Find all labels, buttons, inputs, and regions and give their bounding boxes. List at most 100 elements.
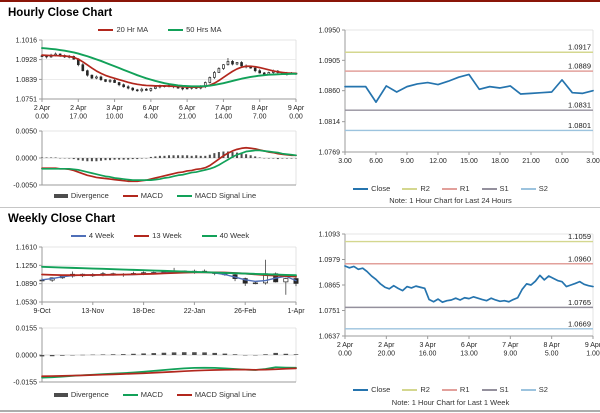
section-divider bbox=[0, 207, 600, 208]
legend-item-s1: S1 bbox=[481, 184, 509, 193]
svg-text:1.1059: 1.1059 bbox=[568, 232, 591, 241]
svg-text:2 Apr: 2 Apr bbox=[70, 105, 87, 112]
legend-label-divergence: Divergence bbox=[70, 390, 109, 399]
svg-text:0.0155: 0.0155 bbox=[16, 326, 38, 333]
svg-text:16.00: 16.00 bbox=[419, 351, 437, 358]
svg-text:1.0890: 1.0890 bbox=[16, 281, 38, 288]
s2-line-swatch bbox=[520, 187, 536, 190]
legend-label-r2: R2 bbox=[420, 385, 430, 394]
legend-item-close: Close bbox=[353, 385, 390, 394]
legend-item-s2: S2 bbox=[520, 385, 548, 394]
weekly-pivot-note: Note: 1 Hour Chart for Last 1 Week bbox=[391, 398, 510, 407]
legend-label-r1: R1 bbox=[459, 184, 470, 193]
legend-item-s2: S2 bbox=[520, 184, 548, 193]
svg-text:9-Oct: 9-Oct bbox=[33, 308, 50, 315]
legend-label-close: Close bbox=[371, 385, 391, 394]
legend-label-close: Close bbox=[371, 184, 391, 193]
legend-item-r2: R2 bbox=[402, 184, 430, 193]
svg-text:2 Apr: 2 Apr bbox=[378, 342, 395, 349]
svg-text:1.0765: 1.0765 bbox=[568, 298, 591, 307]
svg-text:22-Jan: 22-Jan bbox=[184, 308, 206, 315]
r2-line-swatch bbox=[402, 187, 418, 190]
svg-text:1.0637: 1.0637 bbox=[319, 334, 341, 341]
svg-text:6 Apr: 6 Apr bbox=[461, 342, 478, 349]
legend-label-s2: S2 bbox=[538, 385, 548, 394]
legend-label-macd: MACD bbox=[140, 191, 163, 200]
weekly-macd-legend: Divergence MACD MACD Signal Line bbox=[10, 390, 300, 399]
legend-item-13-week: 13 Week bbox=[134, 231, 182, 240]
legend-item-r1: R1 bbox=[441, 184, 470, 193]
svg-text:18.00: 18.00 bbox=[491, 158, 509, 165]
divergence-bar-swatch bbox=[53, 193, 68, 198]
hourly-pivot-note: Note: 1 Hour Chart for Last 24 Hours bbox=[389, 196, 512, 205]
svg-text:1.0669: 1.0669 bbox=[568, 319, 591, 328]
legend-label-s2: S2 bbox=[538, 184, 548, 193]
close-line-swatch bbox=[353, 388, 369, 391]
svg-text:7 Apr: 7 Apr bbox=[502, 342, 519, 349]
macd-line-swatch bbox=[122, 393, 138, 396]
svg-text:0.00: 0.00 bbox=[555, 158, 569, 165]
svg-text:0.0050: 0.0050 bbox=[16, 129, 38, 136]
weekly-pivot-legend: Close R2 R1 S1 S2 bbox=[303, 385, 598, 394]
legend-label-divergence: Divergence bbox=[70, 191, 109, 200]
s2-line-swatch bbox=[520, 388, 536, 391]
svg-text:9.00: 9.00 bbox=[400, 158, 414, 165]
legend-item-40-week: 40 Week bbox=[201, 231, 249, 240]
macd-signal-line-swatch bbox=[176, 393, 192, 396]
svg-text:1.0950: 1.0950 bbox=[319, 28, 341, 35]
svg-text:1.1016: 1.1016 bbox=[16, 38, 38, 45]
hourly-macd-chart: 0.0050 0.0000 -0.0050 bbox=[13, 129, 298, 190]
red-line-swatch bbox=[134, 234, 150, 237]
legend-item-50hr-ma: 50 Hrs MA bbox=[168, 25, 222, 34]
svg-text:7.00: 7.00 bbox=[253, 114, 267, 121]
svg-text:2 Apr: 2 Apr bbox=[34, 105, 51, 112]
legend-label-13-week: 13 Week bbox=[152, 231, 182, 240]
svg-text:1.0814: 1.0814 bbox=[319, 119, 341, 126]
svg-text:0.00: 0.00 bbox=[289, 114, 303, 121]
svg-text:18-Dec: 18-Dec bbox=[132, 308, 155, 315]
svg-text:3 Apr: 3 Apr bbox=[419, 342, 436, 349]
legend-label-4-week: 4 Week bbox=[88, 231, 115, 240]
legend-item-divergence: Divergence bbox=[53, 191, 109, 200]
svg-text:1.0831: 1.0831 bbox=[568, 101, 591, 110]
close-line-swatch bbox=[353, 187, 369, 190]
svg-text:10.00: 10.00 bbox=[106, 114, 124, 121]
svg-text:12.00: 12.00 bbox=[429, 158, 447, 165]
divergence-bar-swatch bbox=[53, 392, 68, 397]
svg-text:1.00: 1.00 bbox=[586, 351, 600, 358]
legend-item-divergence: Divergence bbox=[53, 390, 109, 399]
legend-label-s1: S1 bbox=[499, 184, 509, 193]
legend-item-macd-signal: MACD Signal Line bbox=[176, 390, 256, 399]
svg-text:17.00: 17.00 bbox=[70, 114, 88, 121]
macd-line-swatch bbox=[122, 194, 138, 197]
svg-text:1.1610: 1.1610 bbox=[16, 245, 38, 252]
hourly-section-title: Hourly Close Chart bbox=[8, 7, 113, 19]
svg-text:-0.0155: -0.0155 bbox=[13, 380, 37, 387]
svg-text:1.0865: 1.0865 bbox=[319, 283, 341, 290]
svg-text:13.00: 13.00 bbox=[460, 351, 478, 358]
svg-text:13-Nov: 13-Nov bbox=[82, 308, 105, 315]
blue-line-swatch bbox=[70, 234, 86, 237]
hourly-ma-legend: 20 Hr MA 50 Hrs MA bbox=[20, 25, 300, 34]
svg-text:1.0905: 1.0905 bbox=[319, 58, 341, 65]
svg-text:8 Apr: 8 Apr bbox=[252, 105, 269, 112]
svg-text:1.1250: 1.1250 bbox=[16, 263, 38, 270]
legend-item-macd: MACD bbox=[122, 390, 163, 399]
legend-item-macd: MACD bbox=[122, 191, 163, 200]
legend-label-20hr-ma: 20 Hr MA bbox=[116, 25, 149, 34]
svg-text:1.0979: 1.0979 bbox=[319, 257, 341, 264]
svg-text:21.00: 21.00 bbox=[522, 158, 540, 165]
svg-text:20.00: 20.00 bbox=[378, 351, 396, 358]
svg-text:3 Apr: 3 Apr bbox=[106, 105, 123, 112]
svg-text:0.0000: 0.0000 bbox=[16, 156, 38, 163]
svg-text:1.0889: 1.0889 bbox=[568, 62, 591, 71]
svg-text:-0.0050: -0.0050 bbox=[13, 183, 37, 190]
svg-text:9 Apr: 9 Apr bbox=[288, 105, 305, 112]
svg-text:14.00: 14.00 bbox=[215, 114, 233, 121]
svg-text:9.00: 9.00 bbox=[504, 351, 518, 358]
